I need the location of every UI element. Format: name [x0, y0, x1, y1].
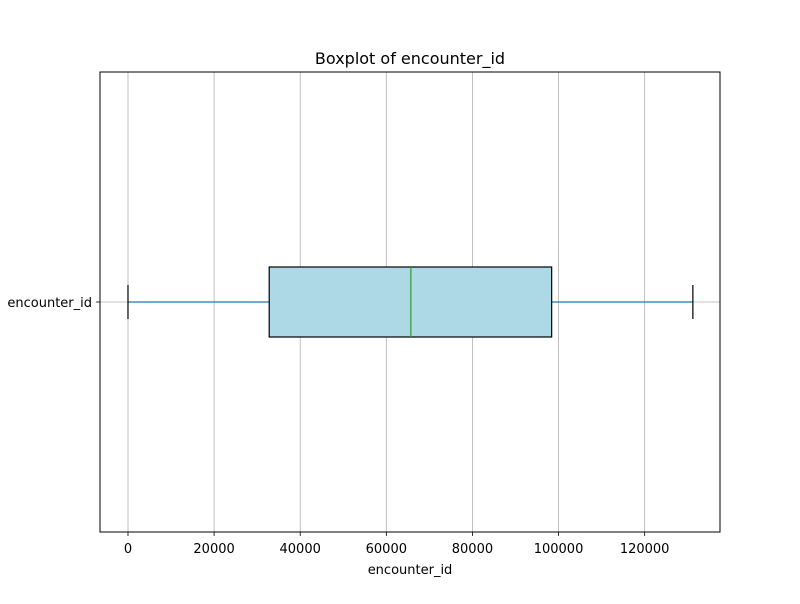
y-axis-ticks: encounter_id — [7, 296, 100, 311]
x-tick-label: 80000 — [452, 542, 493, 557]
x-tick-label: 0 — [124, 542, 132, 557]
x-tick-label: 40000 — [280, 542, 321, 557]
y-tick-label: encounter_id — [7, 296, 92, 311]
x-tick-label: 120000 — [620, 542, 670, 557]
x-axis-label: encounter_id — [368, 563, 453, 578]
chart-title: Boxplot of encounter_id — [315, 49, 505, 69]
x-tick-label: 60000 — [366, 542, 407, 557]
x-tick-label: 100000 — [534, 542, 584, 557]
whiskers — [127, 285, 694, 319]
x-tick-label: 20000 — [193, 542, 234, 557]
x-axis-ticks: 0 20000 40000 60000 80000 100000 120000 — [124, 532, 670, 557]
boxes — [268, 266, 553, 338]
